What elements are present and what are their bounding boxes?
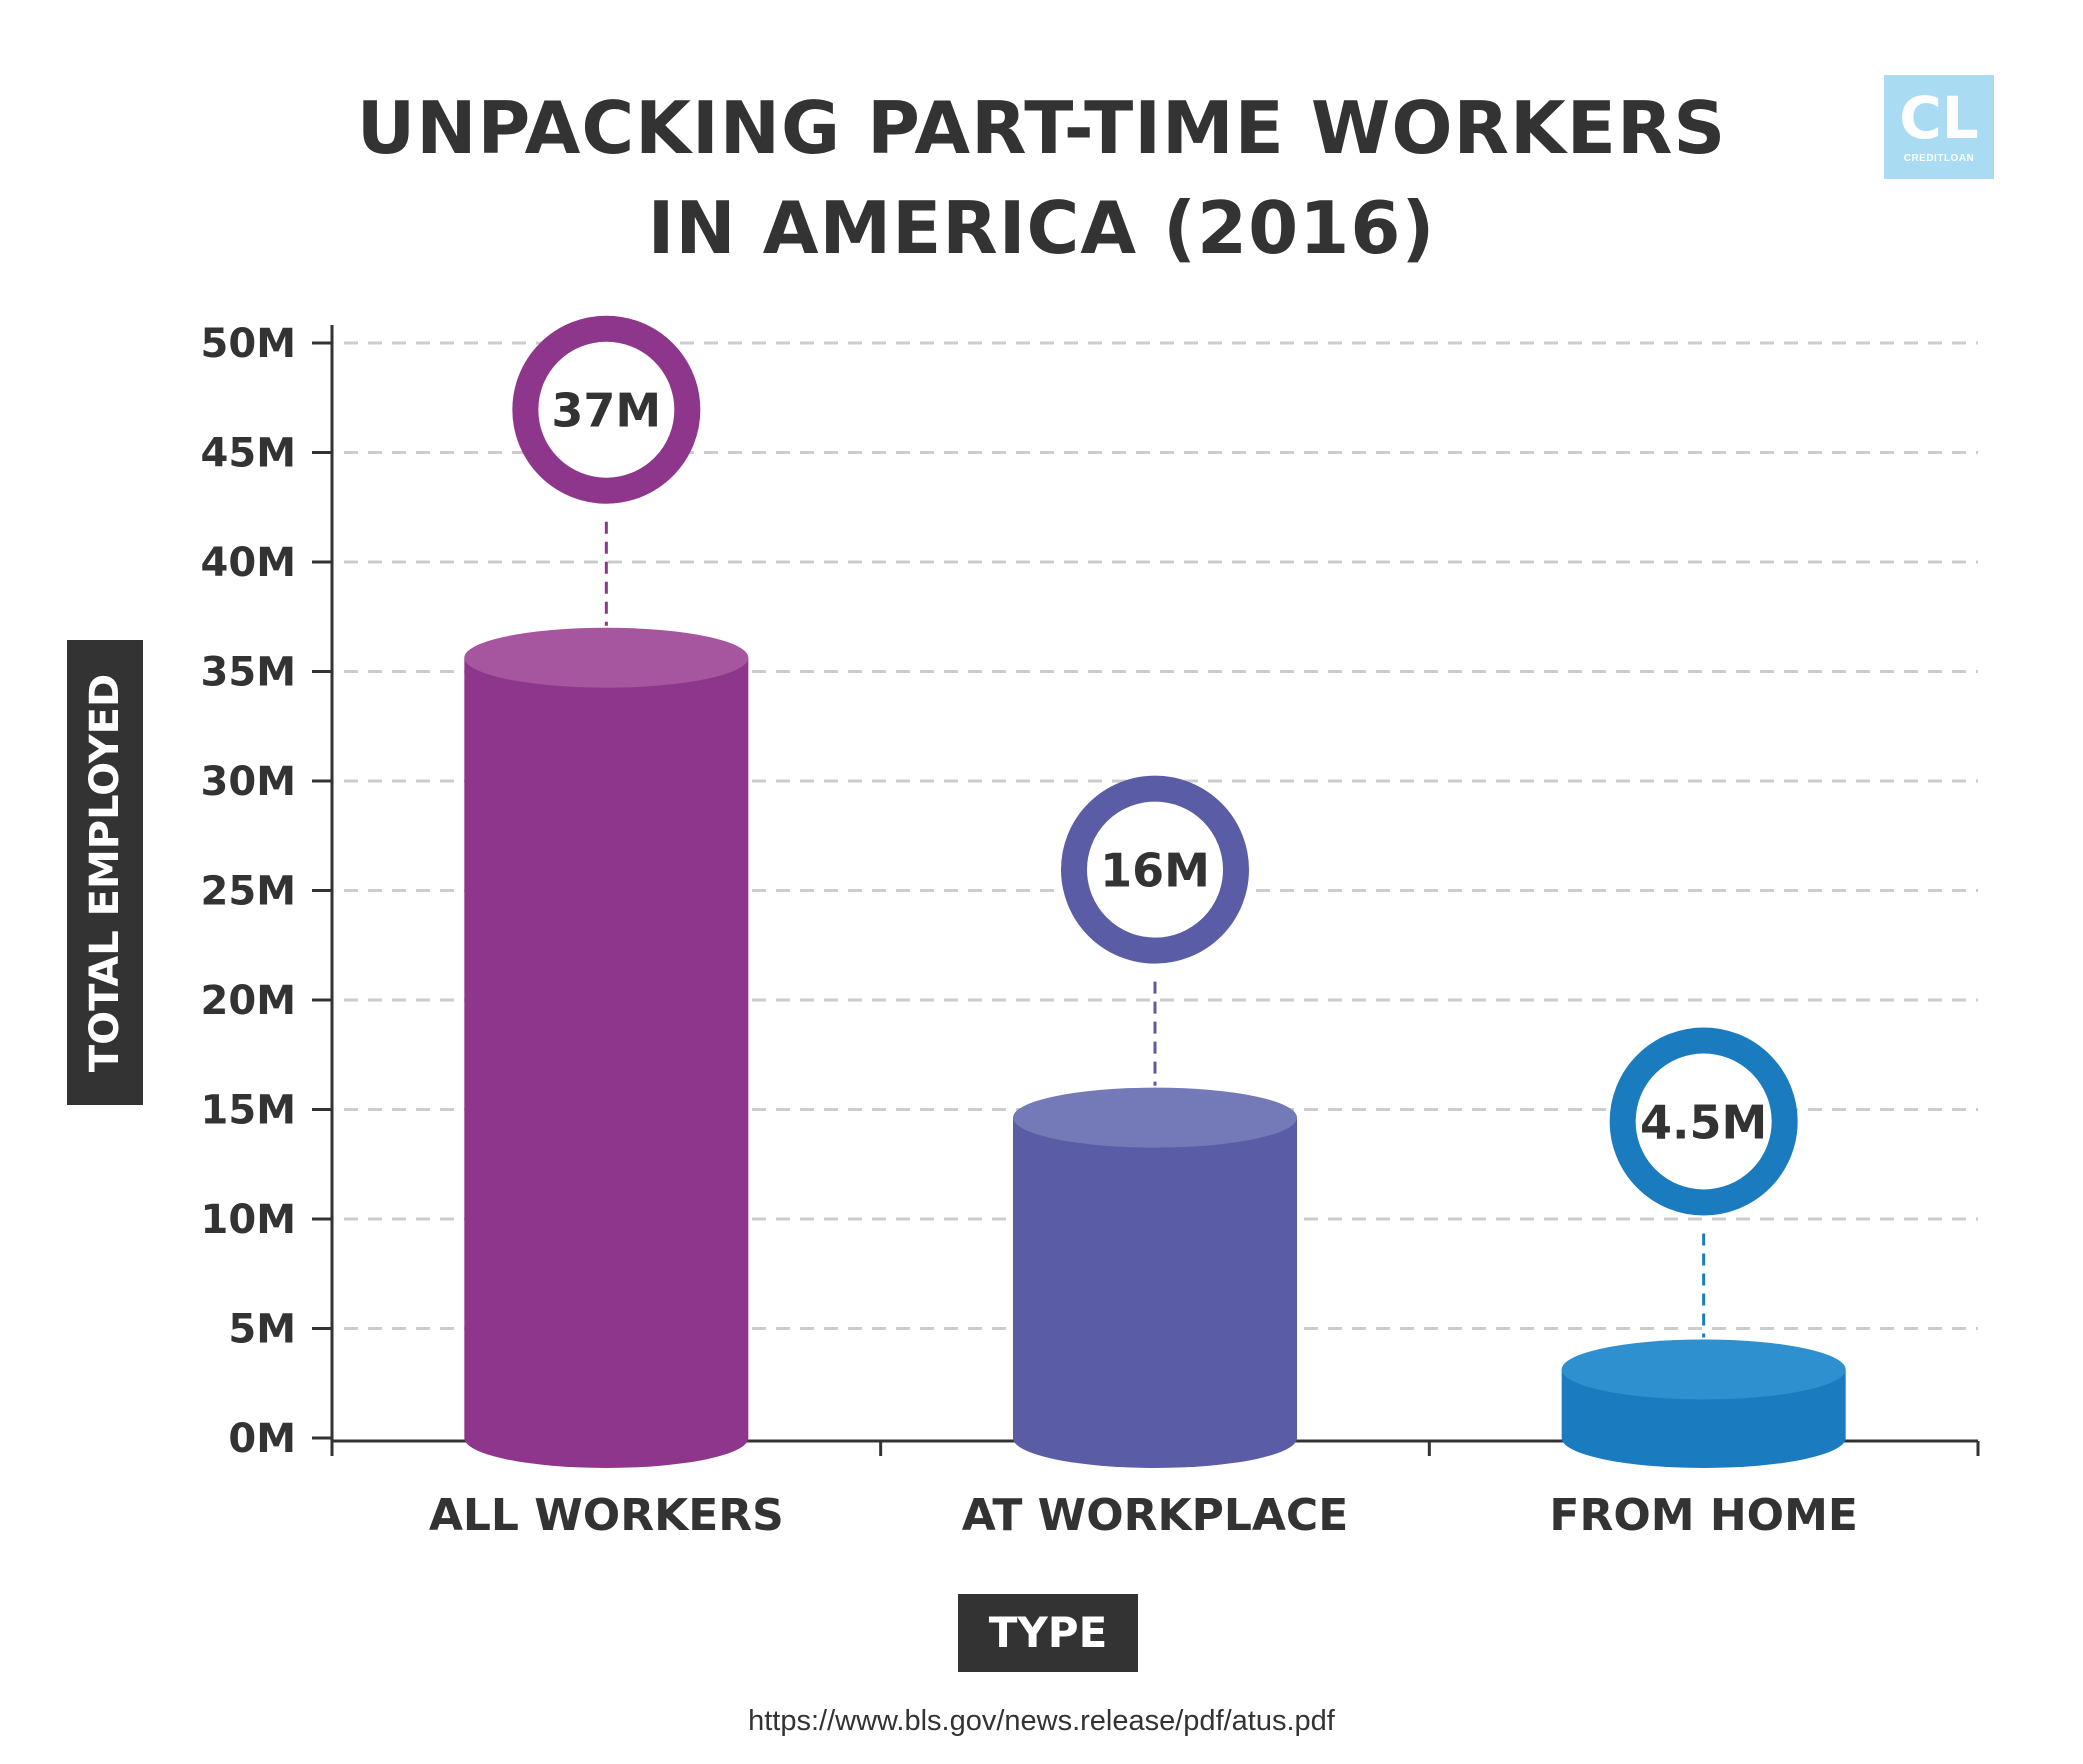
x-tick-label: ALL WORKERS — [429, 1490, 784, 1541]
x-tick-label: FROM HOME — [1549, 1490, 1858, 1541]
title-line-2: IN AMERICA (2016) — [647, 186, 1436, 270]
data-label: 16M — [1100, 844, 1210, 898]
y-tick-label: 0M — [228, 1416, 296, 1462]
y-tick-label: 5M — [228, 1307, 296, 1353]
title-line-1: UNPACKING PART-TIME WORKERS — [356, 86, 1727, 170]
bar-top-1 — [464, 627, 749, 688]
logo-text: CL — [1899, 84, 1979, 152]
y-axis-label: TOTAL EMPLOYED — [82, 673, 128, 1072]
chart-title: UNPACKING PART-TIME WORKERS IN AMERICA (… — [0, 78, 2083, 278]
value-ring — [512, 315, 701, 504]
source-link[interactable]: https://www.bls.gov/news.release/pdf/atu… — [748, 1705, 1335, 1737]
bar-top-3 — [1561, 1339, 1846, 1400]
data-label: 37M — [551, 384, 661, 438]
y-tick-label: 35M — [201, 650, 296, 696]
y-tick-label: 30M — [201, 759, 296, 805]
y-tick-label: 40M — [201, 540, 296, 586]
x-axis-label: TYPE — [988, 1608, 1108, 1657]
x-axis-label-box: TYPE — [958, 1594, 1138, 1672]
bar-2 — [1013, 1117, 1297, 1468]
creditloan-logo: CL CREDITLOAN — [1884, 75, 1994, 179]
y-tick-label: 25M — [201, 869, 296, 915]
logo-subtext: CREDITLOAN — [1903, 153, 1975, 164]
value-ring — [1609, 1027, 1798, 1216]
x-tick-label: AT WORKPLACE — [962, 1490, 1349, 1541]
y-tick-label: 45M — [201, 431, 296, 477]
y-tick-label: 50M — [201, 321, 296, 367]
bar-top-2 — [1013, 1087, 1297, 1148]
y-tick-label: 20M — [201, 978, 296, 1024]
data-label: 4.5M — [1640, 1095, 1767, 1149]
value-ring — [1061, 775, 1249, 964]
y-axis-label-box: TOTAL EMPLOYED — [67, 640, 143, 1105]
y-tick-label: 15M — [201, 1088, 296, 1134]
bar-1 — [464, 657, 749, 1468]
y-tick-label: 10M — [201, 1197, 296, 1243]
